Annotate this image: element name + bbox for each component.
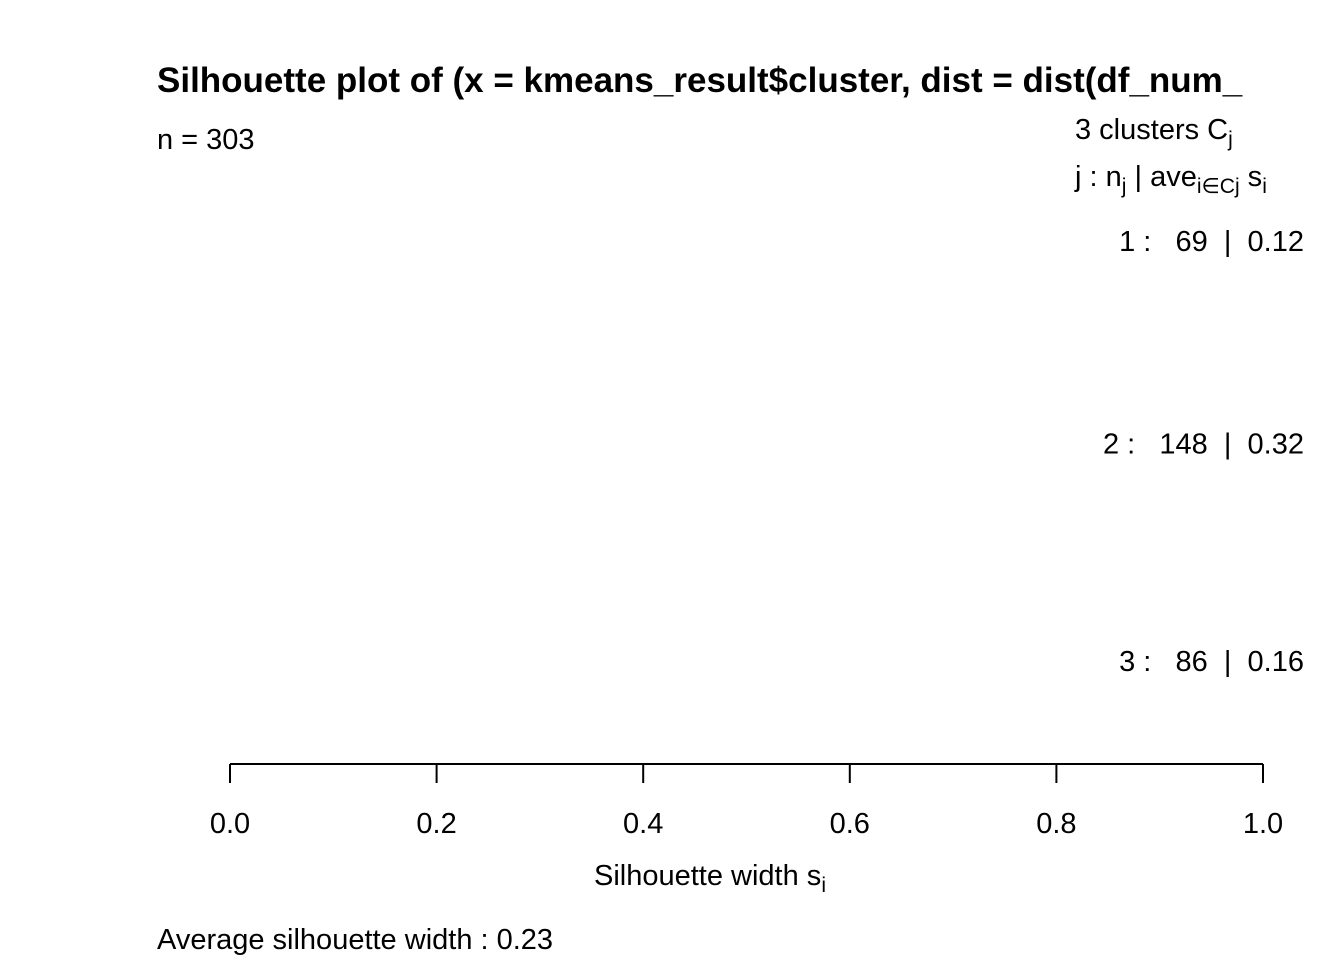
text-part: j : n — [1074, 161, 1122, 193]
x-tick-label: 0.4 — [623, 808, 663, 840]
subscript: j — [1227, 128, 1233, 151]
footer: Average silhouette width : 0.23 — [157, 924, 553, 956]
chart-subtitle: n = 303 — [157, 124, 255, 156]
text-part: s — [1240, 161, 1263, 193]
cluster-band — [230, 178, 354, 304]
x-tick-label: 0.2 — [416, 808, 456, 840]
subscript: i — [821, 874, 826, 897]
cluster-label: 2 : 148 | 0.32 — [1103, 428, 1304, 460]
legend-header: 3 clusters Cj — [1075, 114, 1233, 151]
x-tick-label: 0.6 — [830, 808, 870, 840]
legend-columns: j : nj | avei∈Cj si — [1074, 161, 1267, 198]
cluster-band — [230, 582, 395, 739]
cluster-band — [230, 308, 561, 579]
x-tick-label: 0.8 — [1036, 808, 1076, 840]
text-part: Silhouette width s — [594, 860, 821, 892]
text-part: 3 clusters C — [1075, 114, 1228, 146]
subscript: i — [1262, 175, 1267, 198]
x-tick-label: 1.0 — [1243, 808, 1283, 840]
cluster-label: 1 : 69 | 0.12 — [1119, 226, 1304, 258]
cluster-label: 3 : 86 | 0.16 — [1119, 646, 1304, 678]
text-part: | ave — [1126, 161, 1196, 193]
x-tick-label: 0.0 — [210, 808, 250, 840]
x-axis-label: Silhouette width si — [594, 860, 826, 897]
subscript: j — [1121, 175, 1127, 198]
subscript: i∈Cj — [1197, 175, 1240, 198]
chart-title: Silhouette plot of (x = kmeans_result$cl… — [157, 61, 1243, 100]
